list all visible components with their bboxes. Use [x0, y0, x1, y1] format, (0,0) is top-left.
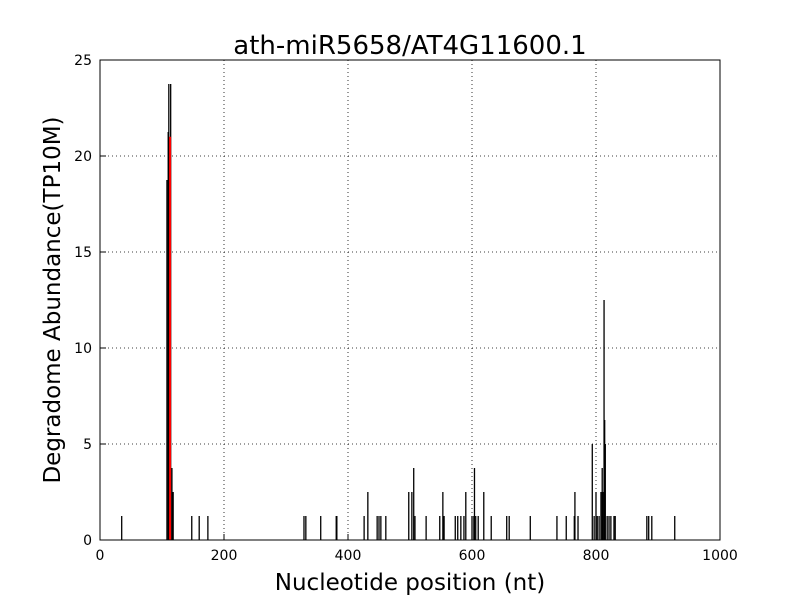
x-tick-label: 800: [583, 548, 610, 564]
x-tick-label: 1000: [702, 548, 738, 564]
x-axis-label: Nucleotide position (nt): [275, 570, 545, 596]
x-tick-label: 400: [335, 548, 362, 564]
x-tick-label: 600: [459, 548, 486, 564]
plot-frame: [99, 59, 721, 541]
y-tick-label: 25: [74, 53, 92, 69]
chart-title: ath-miR5658/AT4G11600.1: [233, 31, 586, 61]
y-tick-label: 5: [83, 437, 92, 453]
x-tick-label: 0: [96, 548, 105, 564]
y-tick-label: 10: [74, 341, 92, 357]
y-tick-label: 15: [74, 245, 92, 261]
y-tick-label: 0: [83, 533, 92, 549]
y-axis-label: Degradome Abundance(TP10M): [40, 116, 66, 483]
x-tick-label: 200: [211, 548, 238, 564]
y-tick-label: 20: [74, 149, 92, 165]
